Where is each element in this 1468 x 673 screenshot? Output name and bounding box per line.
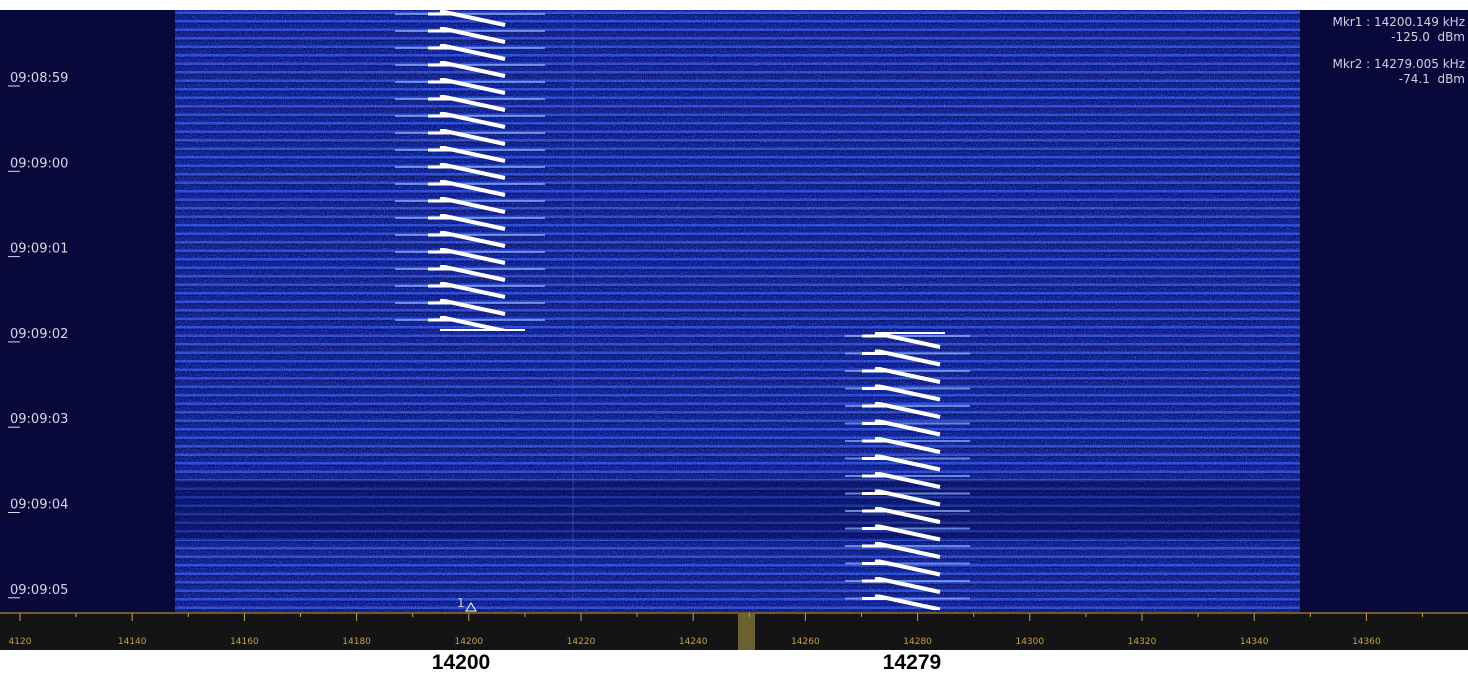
time-label: 09:09:02: [10, 327, 68, 342]
frequency-tick-label: 14160: [230, 637, 259, 647]
marker-level: -125.0 dBm: [1391, 30, 1465, 44]
tuning-band: [738, 613, 755, 650]
frequency-tick-label: 14360: [1352, 637, 1381, 647]
waterfall-fade: [175, 480, 1300, 540]
frequency-tick-label: 4120: [9, 637, 32, 647]
time-label: 09:09:04: [10, 498, 68, 513]
marker-frequency: Mkr1 : 14200.149 kHz: [1332, 15, 1465, 29]
frequency-tick-label: 14300: [1015, 637, 1044, 647]
time-label: 09:09:03: [10, 412, 68, 427]
marker-level: -74.1 dBm: [1399, 72, 1465, 86]
frequency-tick-label: 14320: [1128, 637, 1157, 647]
time-label: 09:09:00: [10, 156, 68, 171]
frequency-tick-label: 14340: [1240, 637, 1269, 647]
chirp-signal: [845, 332, 970, 610]
frequency-tick-label: 14240: [679, 637, 708, 647]
frequency-tick-label: 14260: [791, 637, 820, 647]
waterfall-noise: [175, 10, 1300, 612]
frequency-annotation: 14200: [432, 651, 490, 673]
frequency-tick-label: 14220: [567, 637, 596, 647]
time-label: 09:09:01: [10, 242, 68, 257]
marker-flag: 1: [457, 596, 465, 610]
frequency-tick-label: 14200: [454, 637, 483, 647]
marker-triangle: [465, 602, 477, 612]
frequency-annotation: 14279: [883, 651, 941, 673]
time-label: 09:08:59: [10, 71, 68, 86]
time-label: 09:09:05: [10, 583, 68, 598]
frequency-tick-label: 14140: [118, 637, 147, 647]
frequency-tick-label: 14280: [903, 637, 932, 647]
frequency-tick-label: 14180: [342, 637, 371, 647]
marker-frequency: Mkr2 : 14279.005 kHz: [1332, 57, 1465, 71]
chirp-signal: [395, 10, 545, 330]
